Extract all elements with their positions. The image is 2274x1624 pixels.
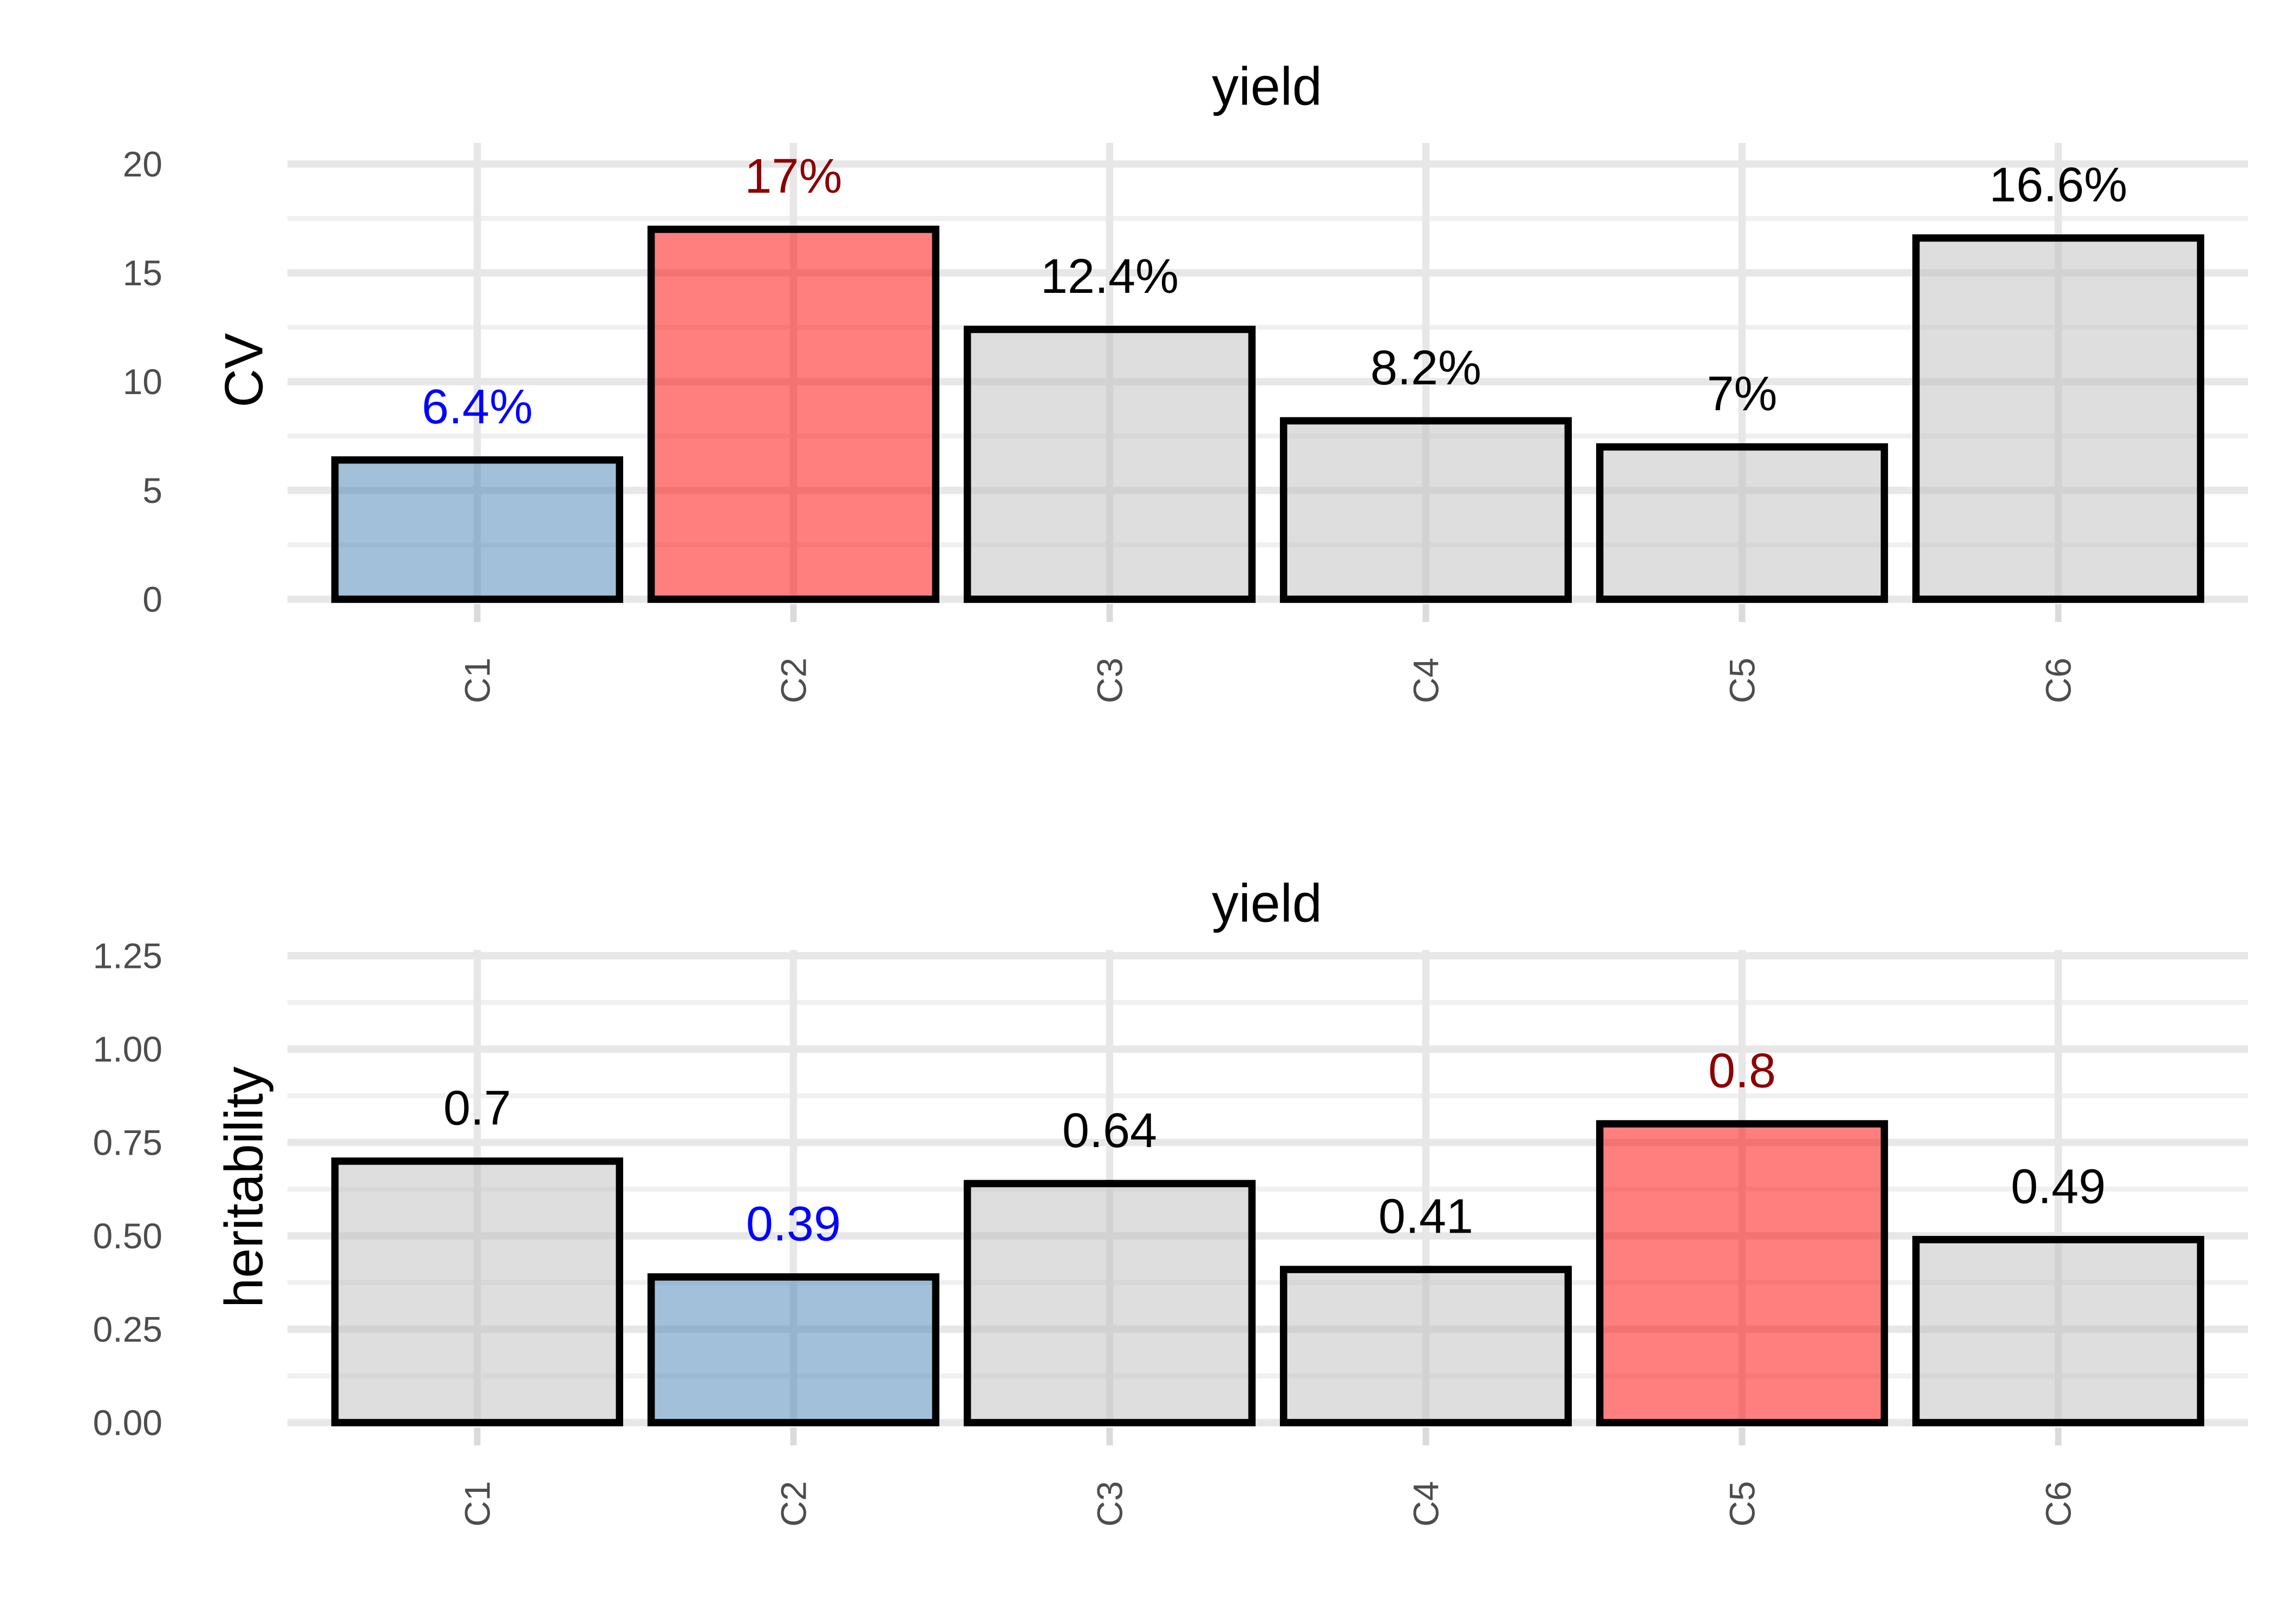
bar-C2: [647, 225, 940, 603]
y-axis-tick-label: 15: [123, 253, 162, 293]
cv-chart-title: yield: [1212, 56, 1322, 116]
y-axis-tick-label: 0.50: [93, 1216, 162, 1256]
y-axis-tick-label: 0.75: [93, 1123, 162, 1163]
y-axis-tick-label: 1.25: [93, 936, 162, 976]
bar-C1: [331, 1157, 623, 1426]
x-axis-label: C3: [1090, 658, 1130, 703]
x-axis-label: C4: [1406, 1481, 1446, 1527]
bar-value-label: 0.64: [1062, 1104, 1157, 1158]
x-axis-label: C1: [458, 1481, 498, 1527]
x-axis-label: C5: [1722, 658, 1762, 703]
bar-C4: [1279, 417, 1572, 603]
x-axis-label: C4: [1406, 658, 1446, 703]
bar-value-label: 16.6%: [1989, 158, 2127, 212]
y-axis-tick-label: 0.25: [93, 1309, 162, 1350]
y-axis-tick-label: 0: [142, 579, 162, 619]
bar-C3: [963, 325, 1256, 603]
bar-value-label: 0.7: [443, 1082, 511, 1136]
x-axis-label: C1: [458, 658, 498, 703]
bar-value-label: 17%: [744, 149, 842, 204]
cv-axis-title: CV: [214, 333, 274, 408]
heritability-chart-title: yield: [1212, 873, 1322, 933]
bar-C1: [331, 456, 623, 603]
bar-value-label: 7%: [1707, 367, 1778, 421]
y-axis-tick-label: 1.00: [93, 1029, 162, 1069]
x-axis-label: C5: [1722, 1481, 1762, 1527]
bar-value-label: 0.8: [1708, 1044, 1776, 1098]
bar-value-label: 8.2%: [1370, 341, 1481, 395]
bar-C2: [647, 1273, 940, 1426]
y-axis-tick-label: 0.00: [93, 1403, 162, 1443]
bar-value-label: 12.4%: [1041, 250, 1179, 304]
bar-C6: [1912, 1236, 2205, 1426]
cv-chart-panel: 0 5 10 15 20 C1 C2 C3 C4 C5 C6 6.4% 17% 12.4% 8.2% 7% 16…: [123, 143, 2248, 703]
heritability-chart-panel: 0.00 0.25 0.50 0.75 1.00 1.25 C1 C2 C3 C4 C5 C6 0.7 0…: [93, 936, 2248, 1527]
bar-C3: [963, 1180, 1256, 1426]
x-axis-label: C6: [2038, 1481, 2079, 1527]
bar-value-label: 0.41: [1378, 1190, 1473, 1244]
x-axis-label: C6: [2038, 658, 2079, 703]
x-axis-label: C2: [774, 1481, 814, 1527]
y-axis-tick-label: 10: [123, 362, 162, 402]
y-axis-tick-label: 20: [123, 144, 162, 184]
x-axis-label: C3: [1090, 1481, 1130, 1527]
heritability-axis-title: heritability: [214, 1066, 274, 1308]
bar-value-label: 0.49: [2011, 1160, 2106, 1214]
bar-value-label: 0.39: [746, 1197, 841, 1251]
bar-C6: [1912, 234, 2205, 603]
bar-C4: [1279, 1266, 1572, 1426]
y-axis-tick-label: 5: [142, 470, 162, 510]
bar-value-label: 6.4%: [422, 380, 533, 434]
bar-C5: [1596, 443, 1889, 603]
x-axis-label: C2: [774, 658, 814, 703]
bar-C5: [1596, 1120, 1889, 1426]
